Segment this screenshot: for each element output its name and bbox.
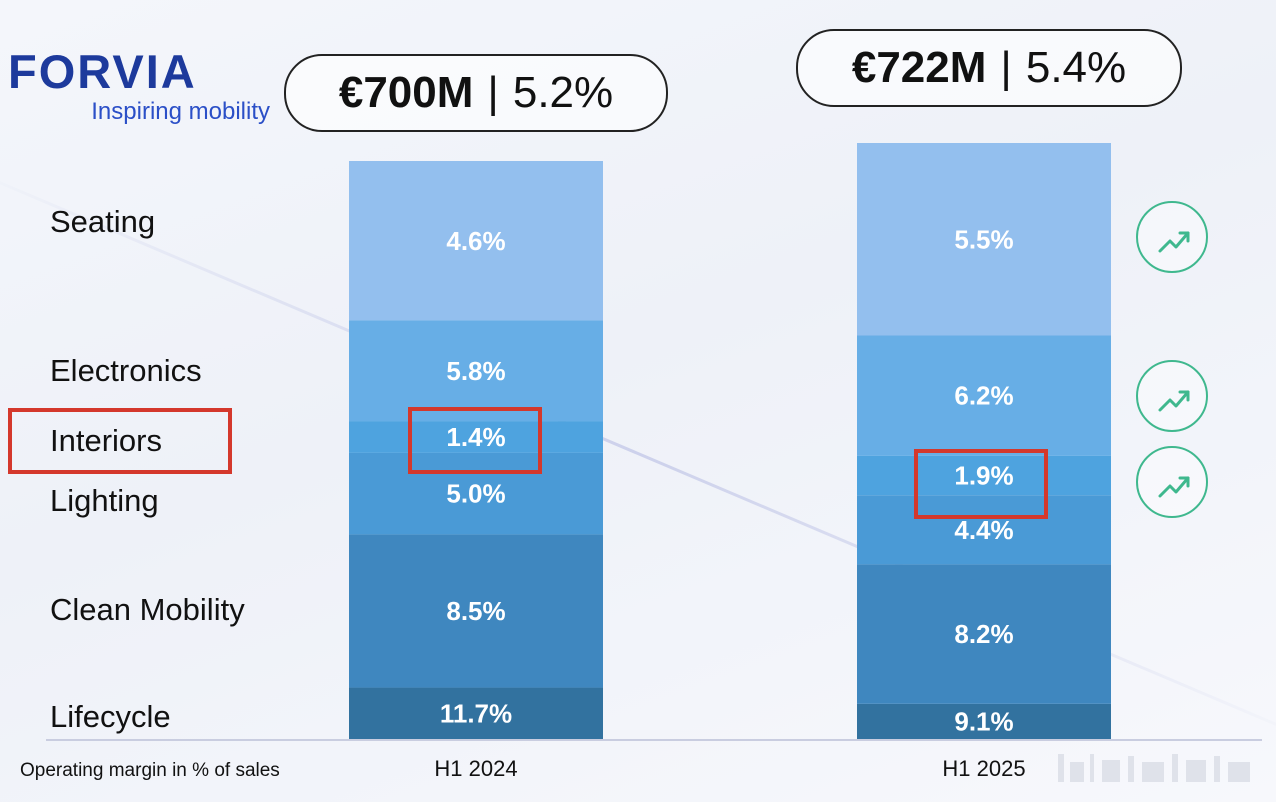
bar-segment-lifecycle [349,687,603,739]
segment-label-lifecycle: Lifecycle [50,699,171,734]
chart-footnote: Operating margin in % of sales [20,760,280,781]
x-tick-label: H1 2025 [942,756,1025,781]
bar-segment-lighting [349,452,603,535]
logo-tagline: Inspiring mobility [91,98,270,125]
interiors-label-highlight [8,408,232,474]
bar-segment-seating [349,161,603,321]
x-tick-label: H1 2024 [434,756,517,781]
segment-label-lighting: Lighting [50,483,159,518]
watermark-graphic [1058,754,1250,782]
data-label-seating: 5.5% [954,224,1013,254]
trend-up-icon [1136,446,1208,518]
total-separator: | [1000,43,1012,92]
bar-segment-electronics [857,335,1111,456]
data-label-electronics: 5.8% [446,356,505,386]
data-label-electronics: 6.2% [954,381,1013,411]
bar-segment-interiors [857,455,1111,496]
segment-label-clean-mobility: Clean Mobility [50,592,245,627]
data-label-clean-mobility: 8.2% [954,619,1013,649]
bar-segment-clean-mobility [349,534,603,688]
data-label-lighting: 5.0% [446,479,505,509]
x-axis-line [46,739,1262,741]
bar-segment-electronics [349,320,603,422]
bar-segment-lifecycle [857,703,1111,739]
bar-segment-lighting [857,495,1111,565]
data-label-lighting: 4.4% [954,515,1013,545]
interiors-2024-highlight [408,407,542,474]
total-amount: €722M [851,43,987,92]
segment-label-seating: Seating [50,204,156,239]
data-label-lifecycle: 9.1% [954,706,1013,736]
segment-label-interiors: Interiors [50,423,162,458]
bar-segment-seating [857,143,1111,336]
bar-segment-interiors [349,421,603,453]
data-label-interiors: 1.9% [954,461,1013,491]
total-pill-h1-2025: €722M | 5.4% [796,29,1182,107]
forvia-logo: FORVIA Inspiring mobility [8,48,270,132]
trend-up-icon [1136,360,1208,432]
data-label-interiors: 1.4% [446,422,505,452]
bar-segment-clean-mobility [857,564,1111,704]
interiors-2025-highlight [914,449,1048,519]
trend-up-icon [1136,201,1208,273]
data-label-seating: 4.6% [446,226,505,256]
total-margin: 5.2% [512,68,614,117]
total-pill-h1-2024: €700M | 5.2% [284,54,668,132]
logo-wordmark: FORVIA [8,45,197,98]
segment-label-electronics: Electronics [50,353,202,388]
data-label-clean-mobility: 8.5% [446,596,505,626]
total-amount: €700M [338,68,474,117]
total-margin: 5.4% [1025,43,1127,92]
total-separator: | [487,68,499,117]
data-label-lifecycle: 11.7% [440,698,512,728]
